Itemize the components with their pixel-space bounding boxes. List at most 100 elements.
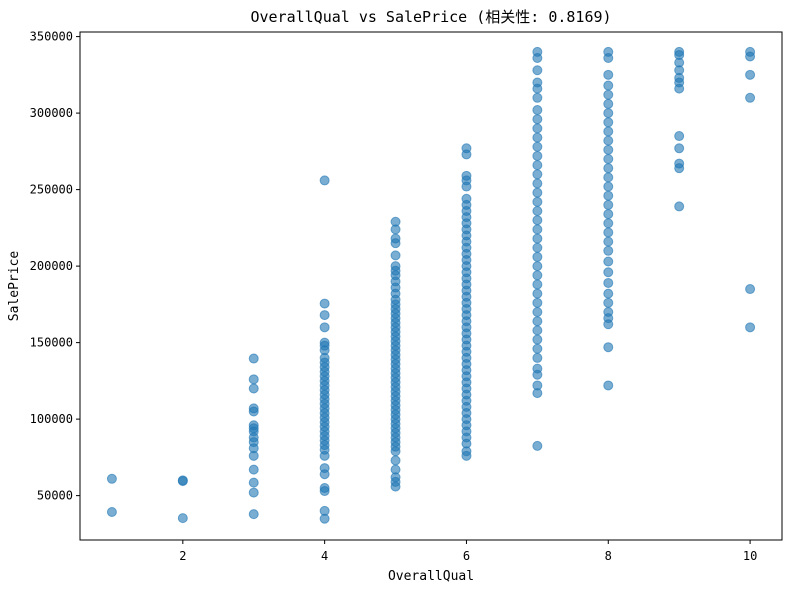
data-point <box>603 209 614 220</box>
data-point <box>461 149 472 160</box>
data-point <box>532 242 543 253</box>
data-point <box>674 83 685 94</box>
data-point <box>532 388 543 399</box>
data-point <box>248 487 259 498</box>
data-point <box>603 80 614 91</box>
data-point <box>603 190 614 201</box>
plot-frame <box>79 31 783 541</box>
data-point <box>248 353 259 364</box>
data-point <box>532 105 543 116</box>
data-point <box>674 163 685 174</box>
data-point <box>248 477 259 488</box>
y-tick-label: 350000 <box>30 30 73 44</box>
data-point <box>248 383 259 394</box>
data-point <box>177 513 188 524</box>
x-tick-label: 4 <box>321 549 328 563</box>
data-point <box>532 83 543 94</box>
data-point <box>319 450 330 461</box>
data-point <box>532 215 543 226</box>
data-point <box>674 143 685 154</box>
data-point <box>390 250 401 261</box>
data-point <box>603 53 614 64</box>
data-point <box>745 284 756 295</box>
data-point <box>532 261 543 272</box>
data-point <box>603 342 614 353</box>
y-tick-label: 50000 <box>37 489 73 503</box>
y-axis: 50000 100000 150000 200000 250000 300000 35000… <box>30 30 80 503</box>
data-point <box>319 310 330 321</box>
data-point <box>532 279 543 290</box>
data-point <box>603 144 614 155</box>
data-point <box>532 150 543 161</box>
data-point <box>106 506 117 517</box>
data-point <box>106 473 117 484</box>
data-point <box>461 181 472 192</box>
data-point <box>532 123 543 134</box>
data-point <box>603 199 614 210</box>
data-point <box>248 509 259 520</box>
data-point <box>532 178 543 189</box>
x-axis: 2 4 6 8 10 <box>179 540 757 563</box>
data-point <box>532 334 543 345</box>
y-axis-label: SalePrice <box>7 251 22 322</box>
data-point <box>532 53 543 64</box>
data-point <box>603 218 614 229</box>
data-point <box>603 297 614 308</box>
data-point <box>745 69 756 80</box>
data-point <box>532 251 543 262</box>
data-point <box>603 181 614 192</box>
data-point <box>532 352 543 363</box>
chart-title: OverallQual vs SalePrice (相关性: 0.8169) <box>250 8 611 26</box>
data-point <box>532 169 543 180</box>
data-point <box>532 343 543 354</box>
data-point <box>390 446 401 457</box>
data-point <box>745 322 756 333</box>
data-point <box>532 369 543 380</box>
data-point <box>532 325 543 336</box>
data-point <box>603 227 614 238</box>
data-point <box>532 316 543 327</box>
data-point <box>177 476 188 487</box>
x-tick-label: 10 <box>743 549 757 563</box>
x-tick-label: 6 <box>463 549 470 563</box>
points-layer <box>106 46 756 524</box>
data-point <box>603 126 614 137</box>
data-point <box>319 322 330 333</box>
data-point <box>674 201 685 212</box>
data-point <box>674 131 685 142</box>
y-tick-label: 300000 <box>30 106 73 120</box>
data-point <box>532 297 543 308</box>
data-point <box>532 270 543 281</box>
data-point <box>248 374 259 385</box>
data-point <box>248 464 259 475</box>
data-point <box>319 175 330 186</box>
data-point <box>390 455 401 466</box>
data-point <box>532 224 543 235</box>
data-point <box>532 92 543 103</box>
data-point <box>319 298 330 309</box>
data-point <box>603 245 614 256</box>
data-point <box>603 319 614 330</box>
data-point <box>603 135 614 146</box>
data-point <box>532 288 543 299</box>
data-point <box>745 92 756 103</box>
y-tick-label: 200000 <box>30 259 73 273</box>
data-point <box>603 89 614 100</box>
data-point <box>532 65 543 76</box>
data-point <box>603 163 614 174</box>
data-point <box>603 267 614 278</box>
data-point <box>532 307 543 318</box>
y-tick-label: 100000 <box>30 412 73 426</box>
data-point <box>390 481 401 492</box>
data-point <box>319 469 330 480</box>
data-point <box>532 187 543 198</box>
data-point <box>532 141 543 152</box>
data-point <box>461 450 472 461</box>
data-point <box>603 117 614 128</box>
data-point <box>745 51 756 62</box>
data-point <box>532 160 543 171</box>
x-axis-label: OverallQual <box>388 569 474 584</box>
data-point <box>532 206 543 217</box>
